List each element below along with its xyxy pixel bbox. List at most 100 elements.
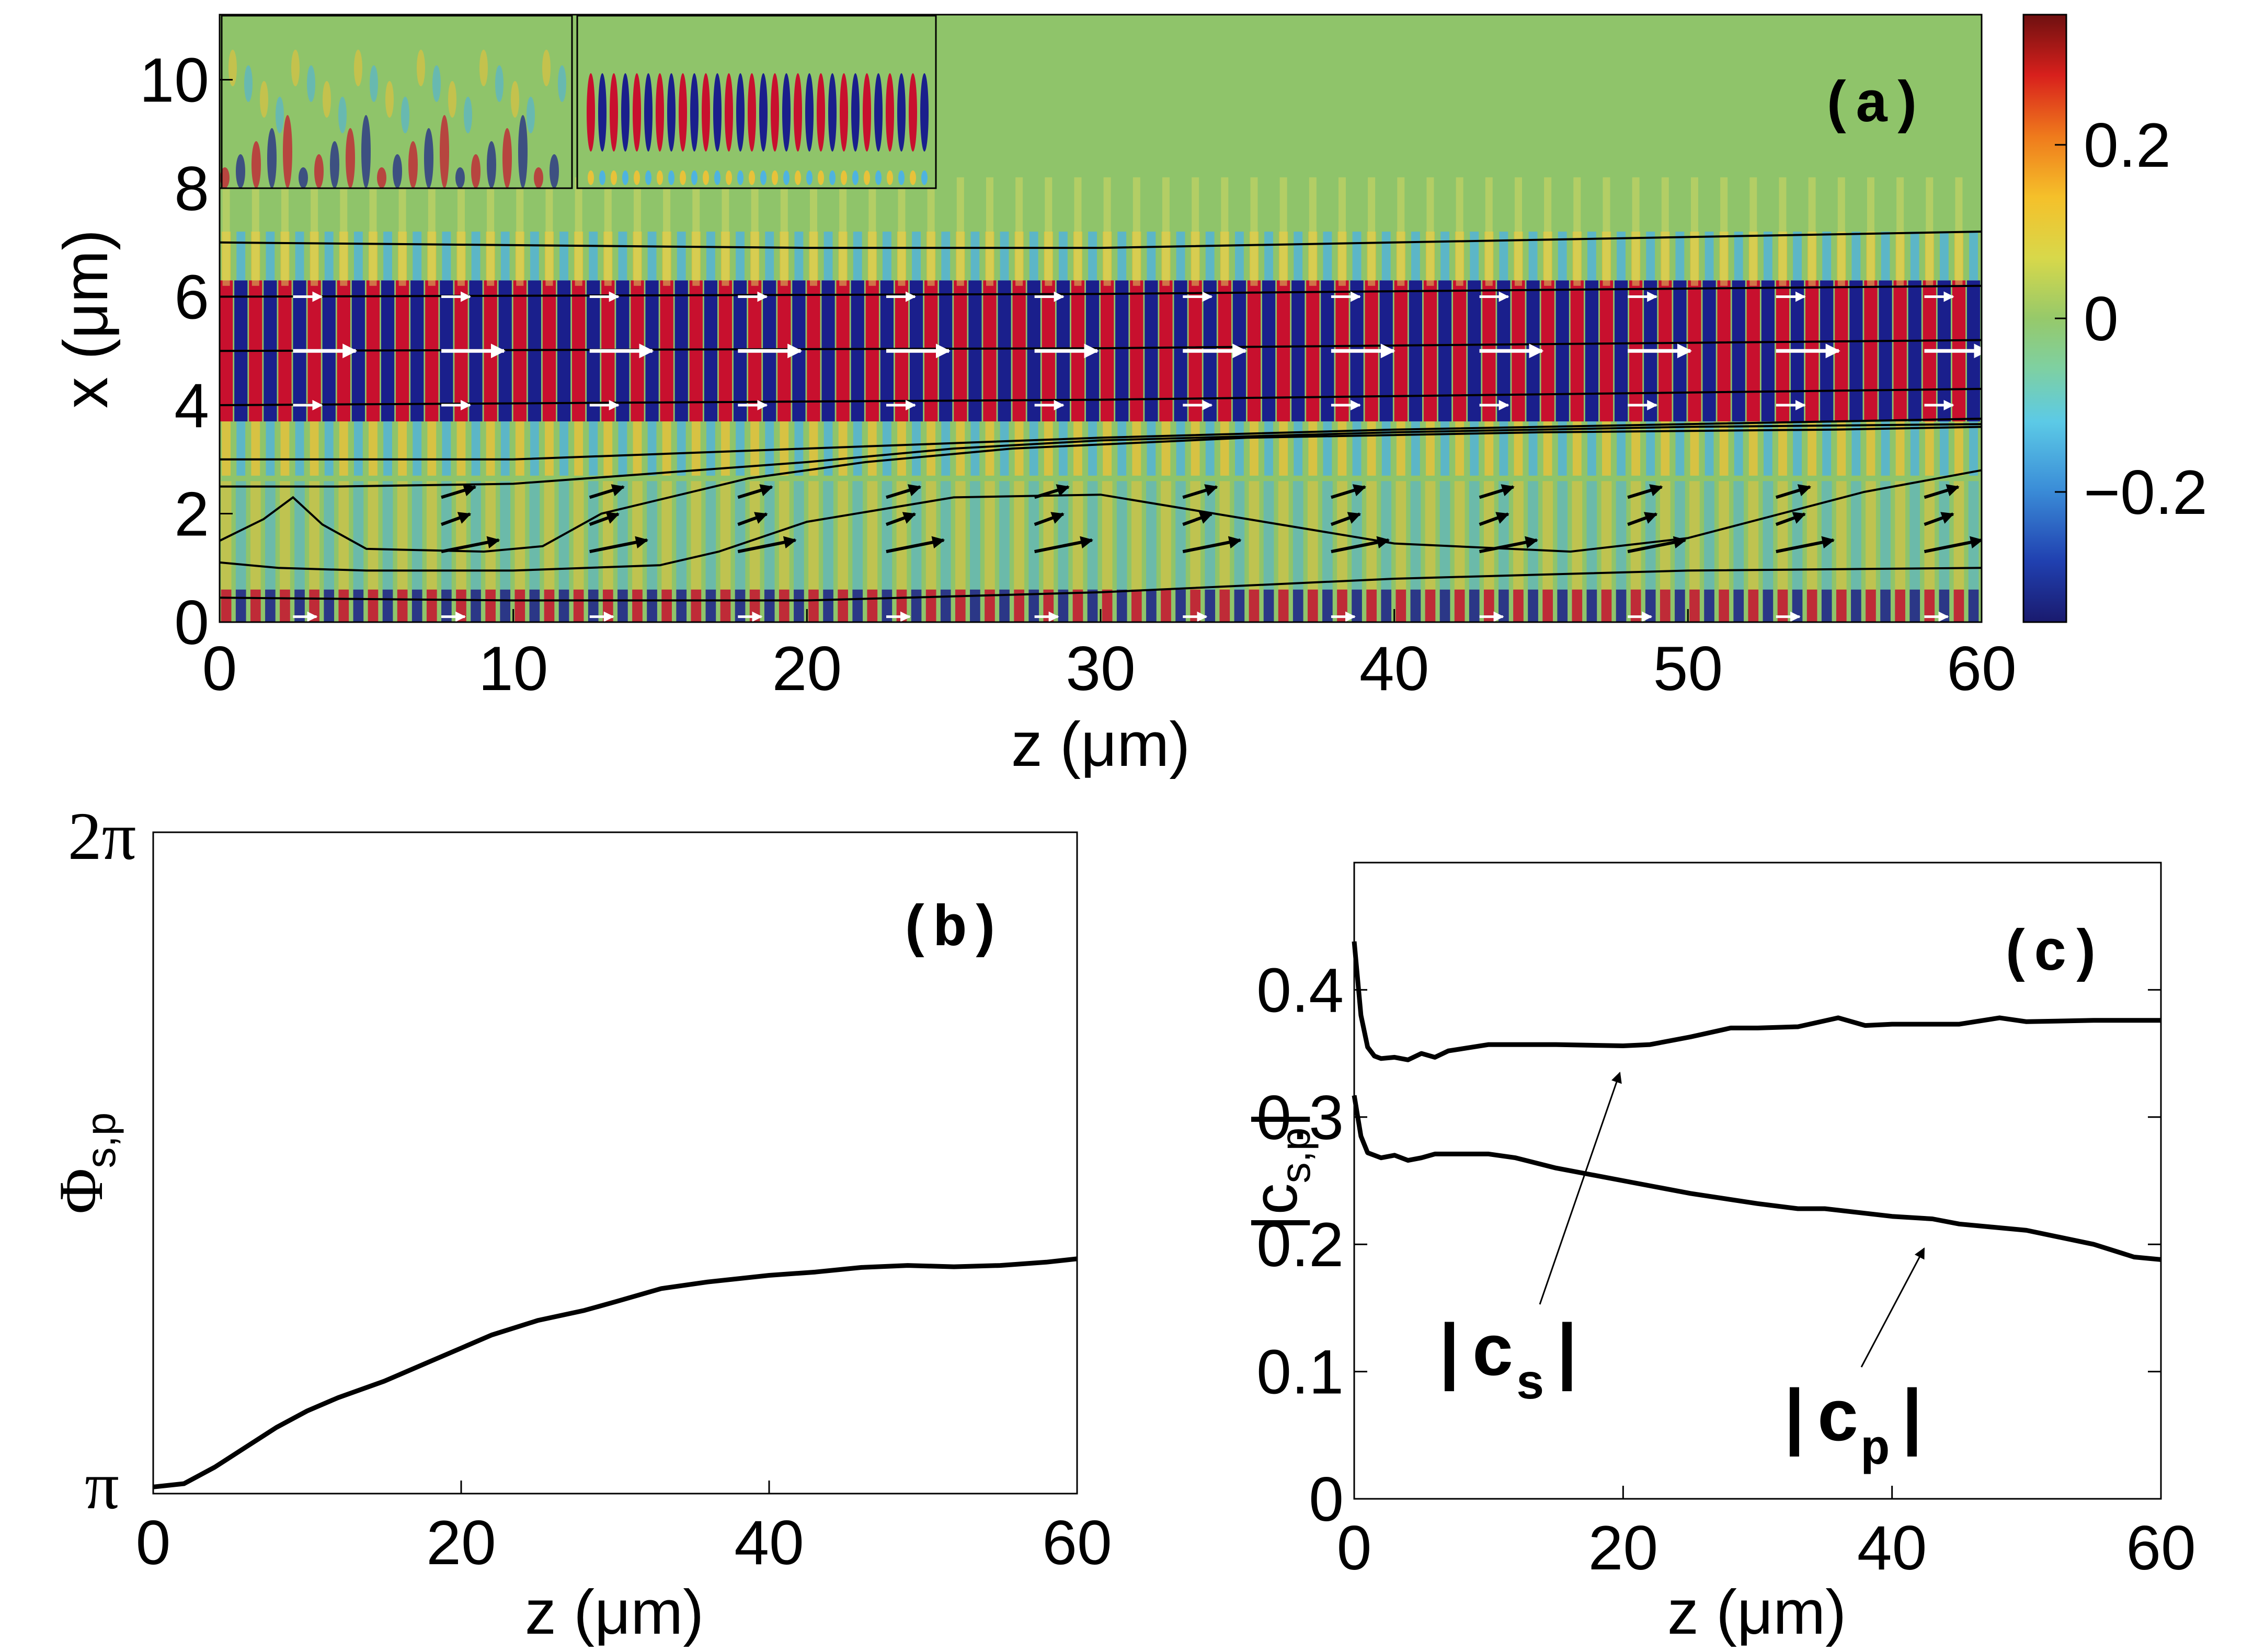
panel-b-xlabel: z (μm) [525,1577,704,1647]
x-tick-label: 20 [772,634,842,704]
inset-blob [377,167,386,188]
wave-substrate [735,481,746,590]
inset-blob [267,128,277,188]
wave-tail [736,421,745,476]
arrow-black [441,484,477,499]
wave-substrate [808,589,819,622]
inset-mode-lobe [829,170,836,185]
wave-substrate [1968,481,1979,590]
wave-tail [353,232,363,281]
inset-mode-lobe [909,73,917,152]
wave-substrate [1410,589,1421,622]
wave-faint [1779,177,1787,286]
wave-faint [633,177,641,286]
wave-substrate [265,589,276,622]
wave-tail [1308,421,1318,476]
wave-tail [882,232,891,281]
wave-substrate [471,481,481,590]
wave-crest [807,280,820,422]
wave-trough [1908,280,1921,422]
wave-substrate [1675,589,1685,622]
cs-annotation-label: |cs| [1427,1314,1589,1414]
wave-tail [736,232,745,281]
arrow-black [886,536,945,554]
wave-faint [1368,177,1376,286]
wave-substrate [1072,589,1083,622]
wave-substrate [1586,481,1597,590]
wave-substrate [1953,589,1964,622]
wave-faint [1103,177,1111,286]
inset-mode-lobe [679,73,687,152]
wave-tail [1675,232,1685,281]
wave-trough [1585,280,1599,422]
wave-substrate [647,481,657,590]
arrow-black [589,536,649,554]
inset-blob [236,154,245,188]
wave-substrate [426,481,437,590]
wave-tail [222,421,231,476]
inset-mode-lobe [748,73,756,152]
wave-tail [853,421,862,476]
wave-tail [1602,421,1611,476]
wave-tail [486,421,495,476]
wave-tail [236,232,246,281]
wave-substrate [779,589,790,622]
wave-tail [677,421,686,476]
inset-mode-lobe [795,170,801,185]
wave-tail [413,232,422,281]
wave-crest [1570,280,1584,422]
inset-blob [495,65,504,102]
wave-tail [1514,421,1523,476]
wave-substrate [1924,481,1935,590]
wave-substrate [1763,481,1774,590]
arrow-black [1182,536,1242,554]
inset-blob [424,128,433,188]
arrow-black [1331,484,1367,499]
wave-faint [487,177,495,286]
wave-substrate [852,589,863,622]
arrow-black [1034,536,1093,554]
field-line-7 [220,469,1982,572]
inset-blob [432,65,441,102]
wave-substrate [661,589,672,622]
inset-mode-lobe [772,170,778,185]
wave-crest [689,280,703,422]
wave-substrate [1719,481,1729,590]
arrow-black [1924,484,1960,499]
wave-tail [1323,232,1332,281]
wave-faint [1632,177,1640,286]
wave-tail [706,421,715,476]
inset-blob [502,128,512,188]
wave-substrate [1102,481,1113,590]
wave-substrate [867,481,878,590]
wave-faint [1456,177,1463,286]
wave-substrate [1469,481,1480,590]
wave-substrate [1190,481,1200,590]
wave-tail [1558,232,1567,281]
inset-blob [323,81,331,118]
wave-faint [1162,177,1170,286]
inset-mode-lobe [702,73,710,152]
inset-mode-lobe [656,73,664,152]
wave-tail [1147,232,1156,281]
wave-trough [1555,280,1569,422]
wave-substrate [896,481,907,590]
wave-faint [398,177,406,286]
wave-substrate [1645,481,1656,590]
wave-tail [1323,421,1332,476]
wave-crest [1247,280,1261,422]
wave-crest [1101,280,1114,422]
wave-trough [1702,280,1716,422]
svg-text:|cs,p|: |cs,p| [1240,1111,1319,1231]
x-tick-label: 10 [478,634,548,704]
wave-trough [674,280,688,422]
inset-scattered-field [220,15,573,189]
wave-tail [1073,421,1082,476]
x-tick-label: 40 [1857,1513,1927,1583]
wave-faint [1426,177,1434,286]
y-tick-label: 0 [1309,1464,1344,1534]
wave-tail [589,232,598,281]
wave-faint [868,177,876,286]
wave-substrate [852,481,863,590]
